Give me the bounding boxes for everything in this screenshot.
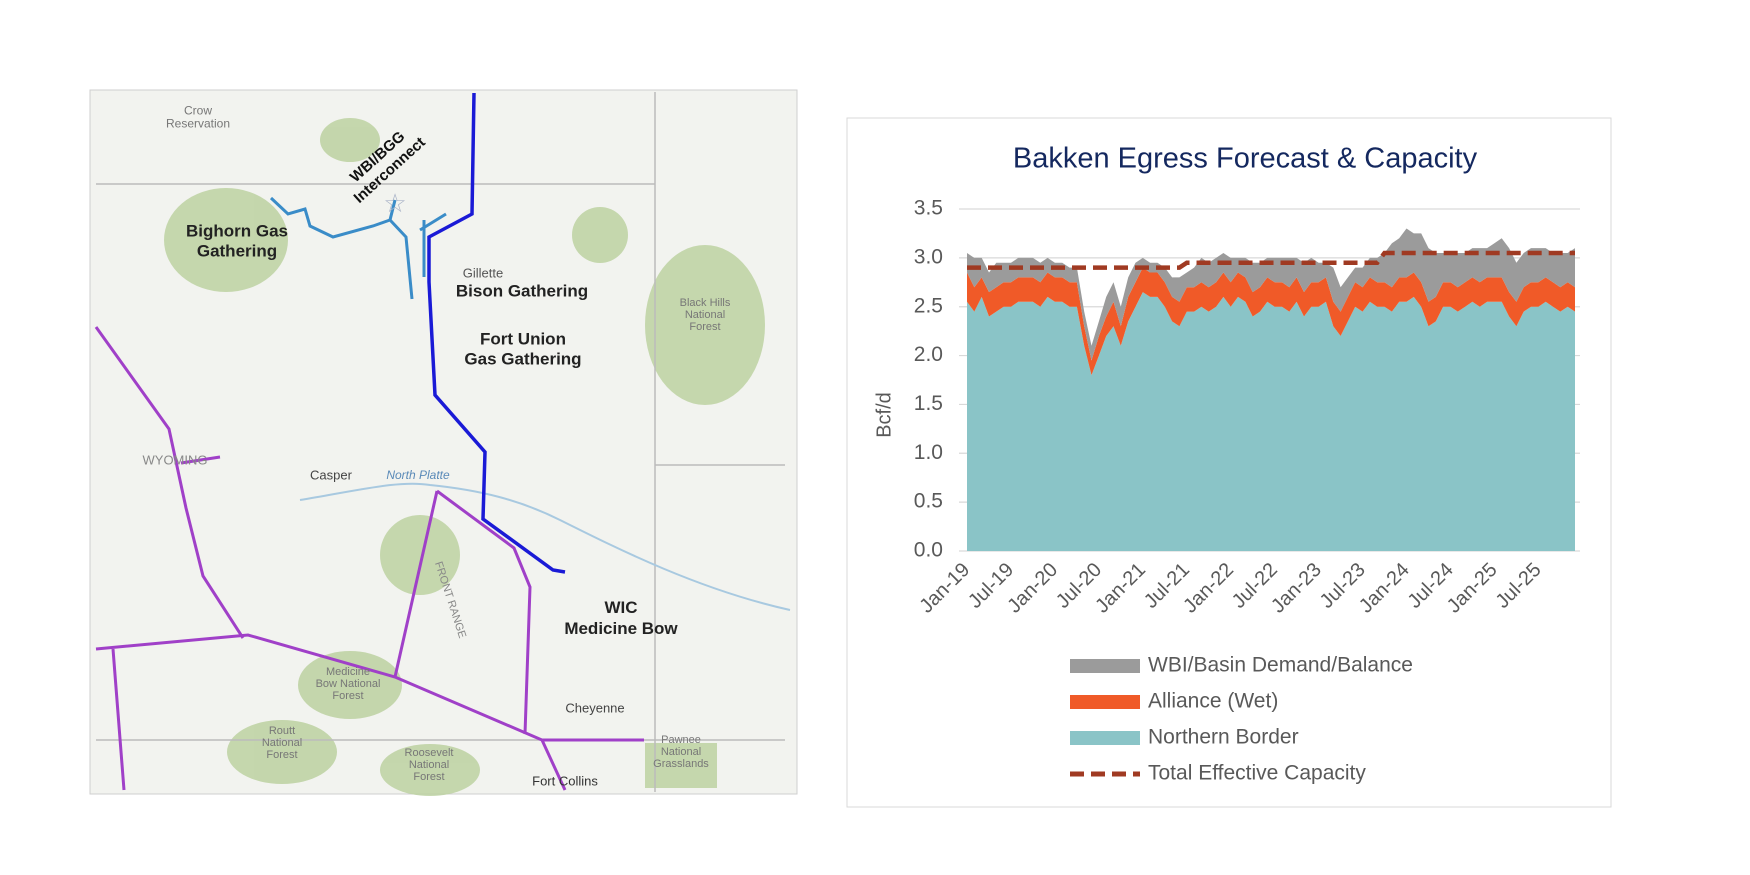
map-label-line: Medicine — [326, 666, 370, 678]
map-label-line: WIC — [604, 598, 637, 617]
map-label-line: Gillette — [463, 265, 503, 280]
map-label-line: Casper — [310, 467, 353, 482]
y-tick-label: 3.0 — [914, 245, 943, 268]
legend-label: Total Effective Capacity — [1148, 762, 1366, 785]
map-label-line: Bow National — [316, 678, 381, 690]
y-axis-label: Bcf/d — [873, 392, 895, 438]
pipeline-fort-union — [427, 92, 566, 574]
state-borders — [96, 92, 785, 792]
y-tick-label: 1.5 — [914, 392, 943, 415]
map-label-line: Routt — [269, 725, 295, 737]
map-label-line: Forest — [332, 690, 363, 702]
y-tick-label: 3.5 — [914, 197, 943, 220]
legend-swatch — [1070, 695, 1140, 709]
map-label-line: Crow — [184, 104, 212, 118]
legend-label: Alliance (Wet) — [1148, 690, 1278, 713]
y-tick-label: 2.5 — [914, 294, 943, 317]
map-label-line: Bighorn Gas — [186, 221, 288, 240]
map-label: Bison Gathering — [456, 281, 588, 300]
map-label-line: Medicine Bow — [564, 619, 678, 638]
map-label: WIC Medicine Bow — [564, 598, 678, 638]
area-series — [967, 292, 1575, 551]
map-label-line: WYOMING — [143, 452, 208, 467]
line-series — [967, 250, 1575, 270]
map: ☆ CrowReservationWBI/BGGInterconnectBigh… — [89, 89, 798, 796]
y-tick-label: 0.0 — [914, 539, 943, 562]
map-label-line: Cheyenne — [565, 700, 624, 715]
map-label-line: Grasslands — [653, 758, 709, 770]
map-label-line: National — [262, 737, 302, 749]
map-label: North Platte — [386, 468, 450, 482]
legend-swatch — [1070, 659, 1140, 673]
map-label-line: Fort Collins — [532, 773, 598, 788]
map-label-line: Bison Gathering — [456, 281, 588, 300]
legend-label: Northern Border — [1148, 726, 1299, 749]
y-tick-label: 0.5 — [914, 490, 943, 513]
map-label-line: National — [409, 759, 449, 771]
y-tick-label: 2.0 — [914, 343, 943, 366]
river — [299, 482, 791, 611]
area-series — [967, 267, 1575, 376]
map-label: Fort Collins — [532, 773, 598, 788]
legend-swatch — [1070, 731, 1140, 745]
map-label-line: North Platte — [386, 468, 450, 482]
chart-title: Bakken Egress Forecast & Capacity — [1013, 143, 1478, 175]
map-label-line: Gathering — [197, 241, 277, 260]
map-label-line: Black Hills — [680, 297, 731, 309]
map-label: Gillette — [463, 265, 503, 280]
pipeline-bighorn — [269, 196, 447, 300]
map-label: Casper — [310, 467, 353, 482]
map-label-line: Reservation — [166, 117, 230, 131]
star-marker: ☆ — [383, 188, 406, 218]
pipelines-wic — [94, 326, 644, 791]
map-label: Cheyenne — [565, 700, 624, 715]
map-label-line: Gas Gathering — [464, 349, 581, 368]
map-label-line: Forest — [266, 749, 297, 761]
map-label-line: National — [685, 309, 725, 321]
map-label: WYOMING — [143, 452, 208, 467]
map-label-line: Pawnee — [661, 734, 701, 746]
y-tick-label: 1.0 — [914, 441, 943, 464]
forest-areas — [164, 118, 765, 796]
map-label-line: Roosevelt — [405, 747, 454, 759]
map-label-line: National — [661, 746, 701, 758]
area-series — [967, 228, 1575, 361]
map-label-line: Forest — [689, 321, 720, 333]
legend-label: WBI/Basin Demand/Balance — [1148, 654, 1413, 677]
map-label-line: Fort Union — [480, 329, 566, 348]
map-label-line: Forest — [413, 771, 444, 783]
